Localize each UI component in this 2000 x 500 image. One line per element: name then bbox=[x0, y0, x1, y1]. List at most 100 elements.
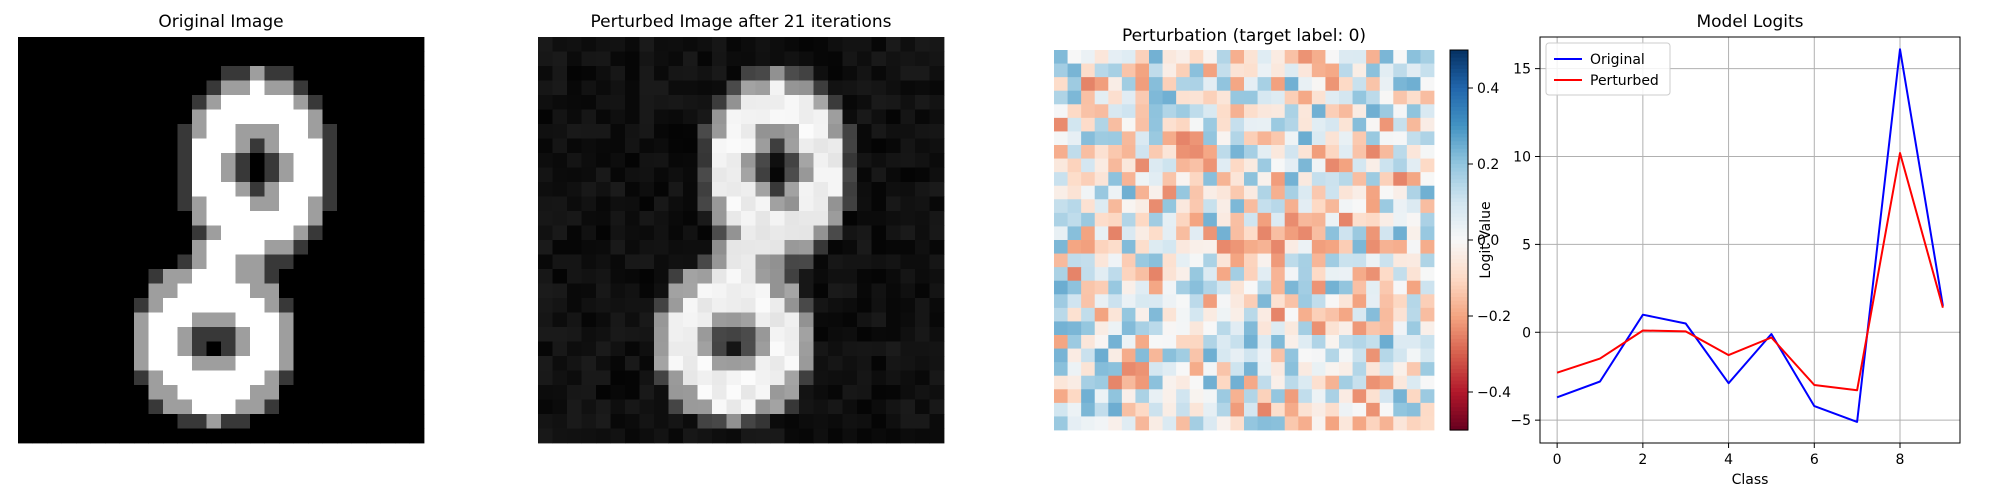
perturbed-pixel-cell bbox=[828, 153, 843, 168]
original-pixel-cell bbox=[409, 327, 425, 342]
perturbation-pixel-cell bbox=[1393, 77, 1408, 92]
perturbed-pixel-cell bbox=[610, 95, 626, 110]
colorbar-segment bbox=[1450, 148, 1468, 154]
perturbation-pixel-cell bbox=[1203, 212, 1218, 227]
original-pixel-cell bbox=[105, 327, 120, 342]
perturbation-pixel-cell bbox=[1244, 185, 1258, 200]
perturbed-pixel-cell bbox=[567, 312, 582, 328]
original-pixel-cell bbox=[192, 312, 207, 328]
perturbation-pixel-cell bbox=[1298, 267, 1313, 282]
perturbation-pixel-cell bbox=[1339, 131, 1353, 146]
original-pixel-cell bbox=[279, 80, 294, 96]
perturbed-pixel-cell bbox=[770, 109, 785, 125]
original-pixel-cell bbox=[148, 51, 164, 67]
original-pixel-cell bbox=[47, 51, 62, 67]
perturbed-pixel-cell bbox=[929, 182, 945, 197]
perturbed-pixel-cell bbox=[741, 341, 756, 357]
original-pixel-cell bbox=[61, 66, 77, 81]
perturbation-pixel-cell bbox=[1244, 389, 1258, 404]
perturbation-pixel-cell bbox=[1203, 90, 1218, 105]
original-pixel-cell bbox=[395, 182, 410, 197]
perturbed-pixel-cell bbox=[755, 37, 771, 52]
perturbed-pixel-cell bbox=[929, 225, 945, 241]
perturbed-pixel-cell bbox=[567, 225, 582, 241]
perturbed-pixel-cell bbox=[871, 327, 887, 342]
perturbed-pixel-cell bbox=[915, 80, 930, 96]
perturbed-pixel-cell bbox=[683, 283, 698, 299]
perturbed-pixel-cell bbox=[596, 312, 611, 328]
perturbation-pixel-cell bbox=[1393, 375, 1408, 390]
original-pixel-cell bbox=[293, 283, 309, 299]
perturbation-pixel-cell bbox=[1176, 50, 1191, 64]
perturbed-pixel-cell bbox=[842, 370, 858, 386]
original-pixel-cell bbox=[177, 327, 193, 342]
perturbed-pixel-cell bbox=[712, 385, 727, 400]
perturbed-pixel-cell bbox=[712, 269, 727, 284]
perturbation-pixel-cell bbox=[1149, 389, 1163, 404]
original-pixel-cell bbox=[380, 37, 396, 52]
perturbed-pixel-cell bbox=[828, 196, 843, 212]
perturbed-pixel-cell bbox=[567, 254, 582, 270]
original-pixel-cell bbox=[32, 95, 48, 110]
perturbation-pixel-cell bbox=[1244, 145, 1258, 159]
original-pixel-cell bbox=[250, 298, 265, 313]
perturbed-pixel-cell bbox=[668, 269, 684, 284]
original-pixel-cell bbox=[380, 298, 396, 313]
original-pixel-cell bbox=[177, 240, 193, 255]
perturbation-pixel-cell bbox=[1339, 267, 1353, 282]
perturbation-pixel-cell bbox=[1271, 172, 1286, 187]
perturbation-pixel-cell bbox=[1406, 267, 1421, 282]
perturbation-pixel-cell bbox=[1108, 145, 1123, 159]
perturbation-pixel-cell bbox=[1325, 90, 1340, 105]
perturbed-pixel-cell bbox=[668, 66, 684, 81]
original-pixel-cell bbox=[264, 327, 280, 342]
perturbation-pixel-cell bbox=[1149, 63, 1163, 78]
colorbar-segment bbox=[1450, 122, 1468, 127]
original-pixel-cell bbox=[90, 327, 106, 342]
colorbar-tick-label: −0.4 bbox=[1477, 385, 1511, 401]
original-pixel-cell bbox=[76, 51, 91, 67]
perturbation-pixel-cell bbox=[1162, 212, 1177, 227]
perturbed-pixel-cell bbox=[697, 80, 713, 96]
perturbed-pixel-cell bbox=[668, 37, 684, 52]
perturbed-pixel-cell bbox=[683, 428, 698, 444]
perturbation-pixel-cell bbox=[1311, 389, 1326, 404]
colorbar-segment bbox=[1450, 399, 1468, 404]
perturbed-pixel-cell bbox=[639, 240, 655, 255]
original-pixel-cell bbox=[61, 167, 77, 183]
original-pixel-cell bbox=[105, 356, 120, 371]
original-pixel-cell bbox=[308, 196, 323, 212]
perturbed-pixel-cell bbox=[915, 124, 930, 139]
original-pixel-cell bbox=[76, 109, 91, 125]
perturbed-pixel-cell bbox=[654, 428, 669, 444]
perturbed-pixel-cell bbox=[596, 66, 611, 81]
colorbar-segment bbox=[1450, 221, 1468, 226]
perturbed-pixel-cell bbox=[770, 240, 785, 255]
original-pixel-cell bbox=[90, 182, 106, 197]
perturbed-pixel-cell bbox=[784, 37, 800, 52]
perturbation-pixel-cell bbox=[1352, 402, 1367, 417]
original-pixel-cell bbox=[105, 109, 120, 125]
perturbed-pixel-cell bbox=[567, 211, 582, 226]
perturbed-pixel-cell bbox=[683, 356, 698, 371]
original-pixel-cell bbox=[250, 66, 265, 81]
perturbed-pixel-cell bbox=[929, 211, 945, 226]
original-pixel-cell bbox=[293, 37, 309, 52]
y-axis-label: Logit Value bbox=[1478, 201, 1494, 278]
original-pixel-cell bbox=[337, 240, 352, 255]
original-pixel-cell bbox=[250, 225, 265, 241]
perturbation-pixel-cell bbox=[1393, 185, 1408, 200]
original-pixel-cell bbox=[61, 80, 77, 96]
perturbation-pixel-cell bbox=[1257, 172, 1272, 187]
perturbation-pixel-cell bbox=[1311, 321, 1326, 336]
perturbation-pixel-cell bbox=[1121, 280, 1136, 295]
perturbation-pixel-cell bbox=[1352, 104, 1367, 119]
perturbed-pixel-cell bbox=[857, 269, 872, 284]
perturbation-pixel-cell bbox=[1189, 63, 1204, 78]
perturbed-pixel-cell bbox=[900, 269, 916, 284]
original-pixel-cell bbox=[61, 196, 77, 212]
original-pixel-cell bbox=[322, 124, 338, 139]
perturbed-pixel-cell bbox=[857, 254, 872, 270]
original-pixel-cell bbox=[322, 240, 338, 255]
original-pixel-cell bbox=[322, 298, 338, 313]
